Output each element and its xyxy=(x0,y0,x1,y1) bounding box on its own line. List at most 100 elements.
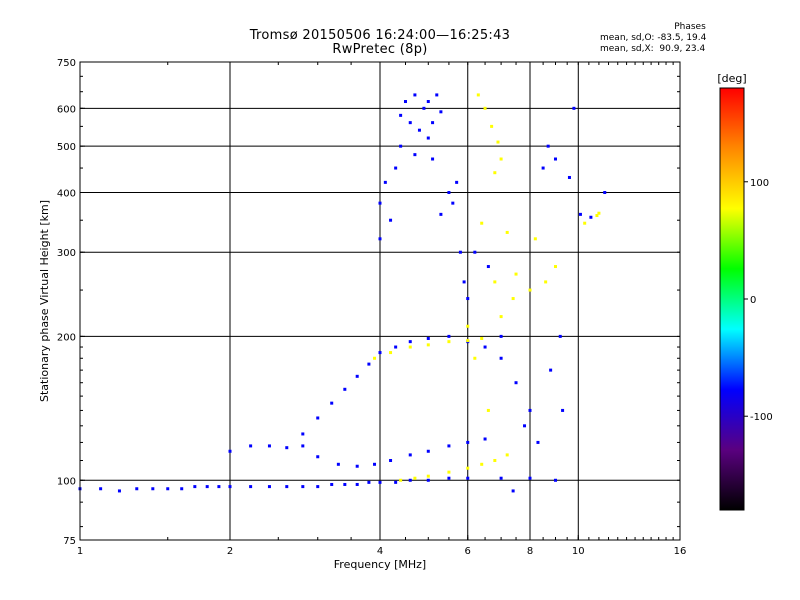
data-point xyxy=(249,444,253,448)
data-point xyxy=(228,485,232,489)
data-point xyxy=(561,408,565,412)
data-point xyxy=(378,480,382,484)
data-point xyxy=(447,334,451,338)
data-point xyxy=(466,297,470,301)
data-point xyxy=(373,462,377,466)
data-point xyxy=(399,144,403,148)
data-points xyxy=(78,93,607,493)
data-point xyxy=(383,180,387,184)
data-point xyxy=(399,478,403,482)
data-point xyxy=(473,356,477,360)
data-point xyxy=(285,446,289,450)
data-point xyxy=(533,237,537,241)
data-point xyxy=(480,462,484,466)
data-point xyxy=(493,171,497,175)
colorbar-tick-label: 100 xyxy=(750,178,769,189)
data-point xyxy=(589,215,593,219)
x-tick-label: 2 xyxy=(227,546,233,557)
data-point xyxy=(466,440,470,444)
x-tick-label: 4 xyxy=(377,546,383,557)
data-point xyxy=(451,201,455,205)
data-point xyxy=(399,113,403,117)
data-point xyxy=(343,482,347,486)
data-point xyxy=(597,211,601,215)
data-point xyxy=(439,110,443,114)
data-point xyxy=(316,455,320,459)
y-tick-label: 600 xyxy=(57,104,76,115)
y-tick-label: 75 xyxy=(63,536,76,547)
data-point xyxy=(553,265,557,269)
data-point xyxy=(301,485,305,489)
data-point xyxy=(267,444,271,448)
data-point xyxy=(447,444,451,448)
y-tick-label: 400 xyxy=(57,188,76,199)
data-point xyxy=(426,474,430,478)
data-point xyxy=(417,128,421,132)
data-point xyxy=(301,444,305,448)
data-point xyxy=(528,288,532,292)
data-point xyxy=(553,478,557,482)
data-point xyxy=(499,157,503,161)
data-point xyxy=(499,315,503,319)
data-point xyxy=(493,280,497,284)
data-point xyxy=(466,339,470,343)
data-point xyxy=(447,190,451,194)
data-point xyxy=(511,489,515,493)
phase-colorbar: [deg] 100 0 -100 xyxy=(717,72,773,511)
data-point xyxy=(528,408,532,412)
data-point xyxy=(426,136,430,140)
data-point xyxy=(408,340,412,344)
data-point xyxy=(117,489,121,493)
data-point xyxy=(431,121,435,125)
data-point xyxy=(267,485,271,489)
y-axis-ticks: 75 100 200 300 400 500 600 750 xyxy=(57,58,680,547)
x-tick-label: 6 xyxy=(465,546,471,557)
data-point xyxy=(413,93,417,97)
data-point xyxy=(572,106,576,110)
colorbar-gradient xyxy=(719,87,745,511)
chart-title: Tromsø 20150506 16:24:00—16:25:43 xyxy=(249,28,511,43)
data-point xyxy=(496,140,500,144)
data-point xyxy=(462,280,466,284)
data-point xyxy=(389,458,393,462)
data-point xyxy=(408,121,412,125)
data-point xyxy=(553,157,557,161)
data-point xyxy=(466,324,470,328)
data-point xyxy=(249,485,253,489)
data-point xyxy=(378,351,382,355)
phase-stats-heading: Phases xyxy=(674,22,706,32)
data-point xyxy=(355,464,359,468)
data-point xyxy=(595,214,599,218)
data-point xyxy=(490,124,494,128)
data-point xyxy=(505,230,509,234)
y-tick-label: 100 xyxy=(57,476,76,487)
data-point xyxy=(473,250,477,254)
data-point xyxy=(458,250,462,254)
data-point xyxy=(426,343,430,347)
data-point xyxy=(558,334,562,338)
data-point xyxy=(403,100,407,104)
data-point xyxy=(336,462,340,466)
data-point xyxy=(426,100,430,104)
data-point xyxy=(408,345,412,349)
data-point xyxy=(476,93,480,97)
data-point xyxy=(447,476,451,480)
data-point xyxy=(486,408,490,412)
colorbar-label: [deg] xyxy=(717,72,746,85)
data-point xyxy=(394,166,398,170)
data-point xyxy=(546,144,550,148)
data-point xyxy=(514,381,518,385)
data-point xyxy=(343,387,347,391)
data-point xyxy=(544,280,548,284)
data-point xyxy=(205,485,209,489)
data-point xyxy=(193,485,197,489)
x-axis-ticks: 1 2 4 6 8 10 16 xyxy=(77,62,686,557)
data-point xyxy=(367,480,371,484)
data-point xyxy=(166,487,170,491)
data-point xyxy=(499,334,503,338)
data-point xyxy=(135,487,139,491)
y-tick-label: 200 xyxy=(57,332,76,343)
data-point xyxy=(486,265,490,269)
